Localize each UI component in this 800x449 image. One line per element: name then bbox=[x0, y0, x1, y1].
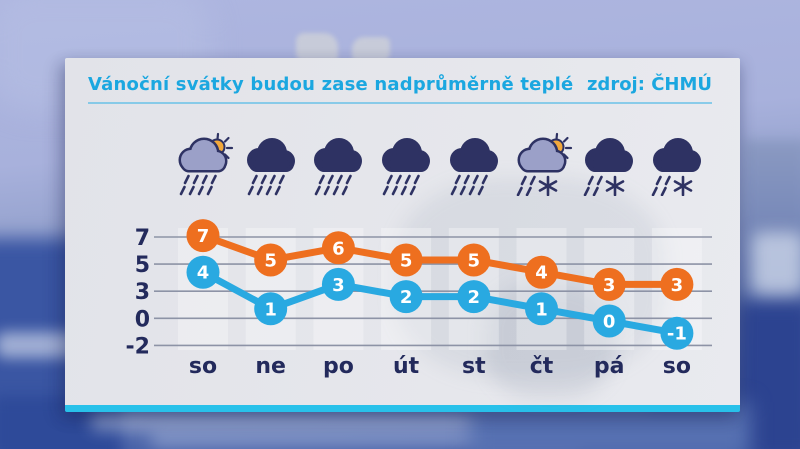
svg-text:so: so bbox=[189, 354, 217, 379]
svg-text:5: 5 bbox=[400, 251, 413, 272]
svg-text:5: 5 bbox=[264, 251, 277, 272]
svg-text:0: 0 bbox=[135, 307, 150, 332]
upper-point bbox=[389, 243, 423, 277]
cloud-rain-icon bbox=[239, 132, 303, 196]
background-building-right bbox=[744, 140, 800, 449]
day-labels: so ne po út st čt pá so bbox=[189, 354, 691, 379]
lower-point bbox=[525, 292, 558, 326]
cloud-rain-icon bbox=[306, 132, 370, 196]
header-divider bbox=[88, 102, 712, 104]
lower-point bbox=[660, 316, 694, 350]
lower-point bbox=[321, 267, 355, 301]
lower-point bbox=[389, 280, 423, 314]
cloud-rain-icon bbox=[374, 132, 438, 196]
background-building-light-right bbox=[752, 232, 800, 294]
panel-title: Vánoční svátky budou zase nadprůměrně te… bbox=[88, 74, 574, 95]
svg-text:5: 5 bbox=[135, 253, 150, 278]
svg-text:st: st bbox=[462, 354, 486, 379]
lower-point bbox=[186, 255, 220, 289]
svg-text:čt: čt bbox=[530, 354, 554, 379]
upper-point bbox=[457, 243, 491, 277]
svg-text:-1: -1 bbox=[667, 324, 687, 345]
lower-point bbox=[592, 304, 626, 338]
svg-text:1: 1 bbox=[264, 299, 277, 320]
upper-temperature-series: 7 5 6 5 5 4 3 3 bbox=[186, 219, 694, 301]
svg-text:7: 7 bbox=[135, 226, 150, 251]
svg-text:3: 3 bbox=[671, 275, 684, 296]
background-city-streak-2 bbox=[150, 433, 580, 447]
svg-text:3: 3 bbox=[603, 275, 616, 296]
svg-text:so: so bbox=[663, 354, 691, 379]
sun-cloud-rain-snow-icon bbox=[510, 132, 574, 197]
svg-text:7: 7 bbox=[197, 226, 210, 247]
svg-text:ne: ne bbox=[255, 354, 286, 379]
svg-text:4: 4 bbox=[535, 263, 548, 284]
svg-text:út: út bbox=[393, 354, 420, 379]
upper-point bbox=[592, 267, 626, 301]
forecast-panel: Vánoční svátky budou zase nadprůměrně te… bbox=[65, 58, 740, 412]
svg-text:0: 0 bbox=[603, 312, 616, 333]
cloud-rain-snow-icon bbox=[645, 132, 709, 197]
svg-text:4: 4 bbox=[197, 263, 210, 284]
upper-point bbox=[254, 243, 288, 277]
svg-text:6: 6 bbox=[332, 238, 345, 259]
cloud-rain-icon bbox=[442, 132, 506, 196]
upper-point bbox=[186, 219, 220, 253]
upper-point bbox=[321, 231, 355, 265]
lower-point bbox=[457, 280, 491, 314]
source-label: zdroj: ČHMÚ bbox=[586, 74, 712, 95]
background-building-dark-right bbox=[738, 300, 800, 449]
svg-text:pá: pá bbox=[594, 354, 625, 379]
svg-text:po: po bbox=[323, 354, 354, 379]
upper-point bbox=[660, 267, 694, 301]
svg-text:5: 5 bbox=[468, 251, 481, 272]
svg-text:2: 2 bbox=[400, 287, 413, 308]
svg-text:3: 3 bbox=[332, 275, 345, 296]
upper-point bbox=[525, 255, 558, 289]
svg-text:1: 1 bbox=[535, 299, 548, 320]
cloud-rain-snow-icon bbox=[577, 132, 641, 197]
panel-header: Vánoční svátky budou zase nadprůměrně te… bbox=[65, 58, 740, 95]
lower-temperature-series: 4 1 3 2 2 1 0 -1 bbox=[186, 255, 694, 350]
svg-text:-2: -2 bbox=[126, 334, 150, 359]
svg-text:2: 2 bbox=[468, 287, 481, 308]
svg-text:3: 3 bbox=[135, 280, 150, 305]
sun-cloud-rain-icon bbox=[171, 132, 235, 196]
lower-point bbox=[254, 292, 288, 326]
background-city-streak-1 bbox=[90, 412, 650, 430]
